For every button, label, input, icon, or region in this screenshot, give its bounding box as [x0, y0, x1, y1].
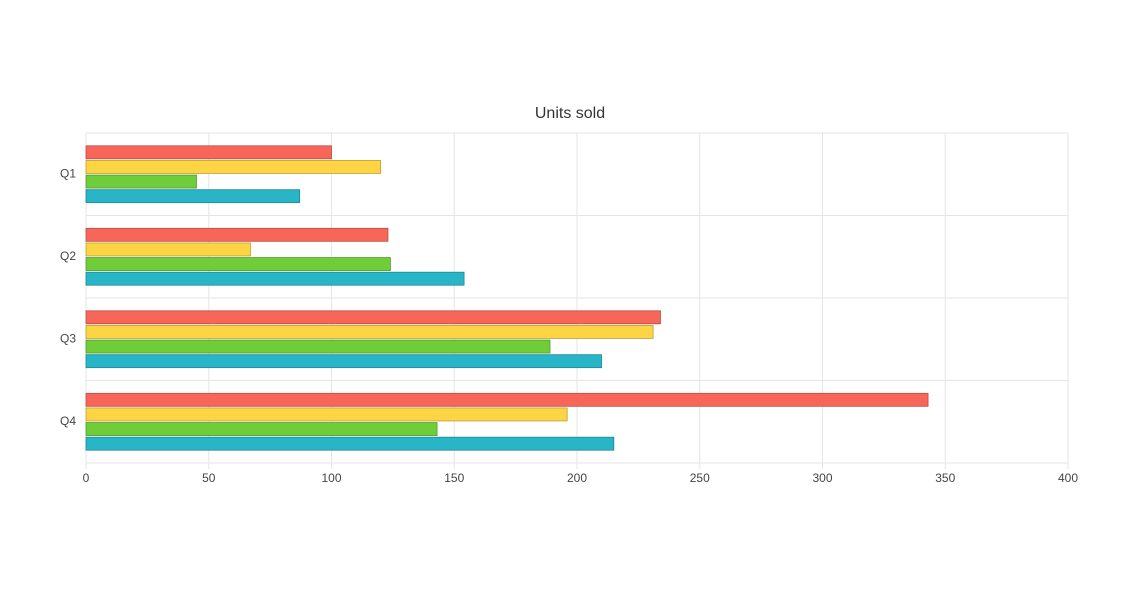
y-tick-label: Q1	[60, 166, 76, 180]
bar	[85, 339, 551, 354]
bar	[85, 174, 197, 189]
bar	[85, 325, 654, 339]
x-tick-label: 0	[83, 471, 90, 485]
bar	[85, 189, 300, 204]
bar	[85, 145, 332, 160]
chart-title: Units sold	[535, 105, 605, 122]
x-tick-label: 100	[321, 471, 341, 485]
bar	[85, 407, 568, 422]
x-tick-label: 400	[1058, 471, 1078, 485]
y-tick-label: Q3	[60, 331, 76, 345]
bar	[85, 392, 929, 407]
x-tick-label: 150	[444, 471, 464, 485]
bar	[85, 227, 389, 242]
x-tick-label: 350	[935, 471, 955, 485]
x-tick-label: 200	[567, 471, 587, 485]
bar	[85, 160, 382, 174]
y-tick-label: Q4	[60, 414, 76, 428]
bar	[85, 436, 615, 451]
bar	[85, 354, 602, 369]
x-tick-label: 50	[202, 471, 216, 485]
bar	[85, 257, 391, 271]
bar	[85, 242, 251, 257]
x-tick-label: 250	[690, 471, 710, 485]
bar	[85, 422, 438, 436]
y-tick-label: Q2	[60, 249, 76, 263]
x-tick-label: 300	[812, 471, 832, 485]
bar	[85, 271, 465, 286]
bar	[85, 310, 661, 325]
